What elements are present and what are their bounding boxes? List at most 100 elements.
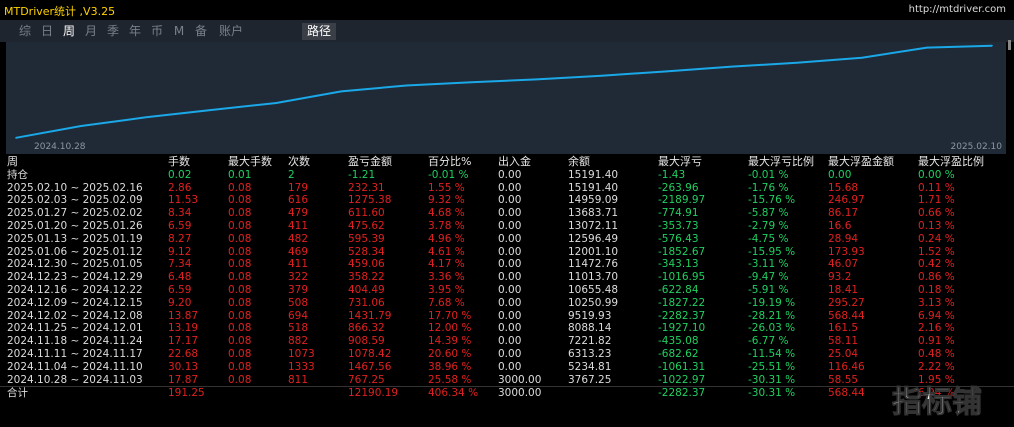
table-row[interactable]: 2024.10.28 ~ 2024.11.03 17.87 0.08 811 767.2… — [0, 374, 1014, 387]
cell-col-3: 322 — [288, 271, 309, 284]
cell-col-0: 2024.12.09 ~ 2024.12.15 — [7, 296, 143, 309]
table-row[interactable]: 2024.11.25 ~ 2024.12.01 13.19 0.08 518 866.3… — [0, 322, 1014, 335]
cell-col-10: 18.41 — [828, 284, 859, 296]
cell-col-4: 866.32 — [348, 322, 385, 335]
cell-col-9: -25.51 % — [748, 360, 796, 373]
cell-col-3: 411 — [288, 258, 309, 271]
cell-col-6: 0.00 — [498, 220, 522, 232]
tab-4[interactable]: 季 — [106, 24, 119, 38]
tab-2[interactable]: 周 — [62, 24, 75, 38]
cell-col-11: 3.13 % — [918, 296, 955, 309]
tab-1[interactable]: 日 — [40, 24, 53, 38]
tab-5[interactable]: 年 — [128, 24, 141, 38]
cell-col-2: 0.08 — [228, 322, 252, 335]
cell-col-10: 116.46 — [828, 360, 865, 373]
cell-col-9: 最大浮亏比例 — [748, 155, 814, 168]
tab-9[interactable]: 账户 — [218, 24, 243, 38]
cell-col-1: 8.27 — [168, 232, 192, 245]
website-link[interactable]: http://mtdriver.com — [908, 4, 1006, 15]
balance-point-9 — [600, 74, 603, 77]
cell-col-6: 0.00 — [498, 322, 522, 335]
holding-row[interactable]: 持仓 0.02 0.01 2 -1.21 -0.01 % 0.00 15191.40 -1.43… — [0, 169, 1014, 182]
tab-0[interactable]: 综 — [18, 24, 31, 38]
cell-col-6: 0.00 — [498, 348, 522, 360]
tab-7[interactable]: M — [173, 24, 185, 38]
cell-col-1: 17.87 — [168, 373, 199, 386]
cell-col-8: 最大浮亏 — [658, 155, 702, 168]
cell-col-4: 404.49 — [348, 284, 385, 296]
chart-end-date: 2025.02.10 — [950, 142, 1002, 152]
balance-point-1 — [80, 125, 82, 127]
table-row[interactable]: 2025.01.27 ~ 2025.02.02 8.34 0.08 479 611.60… — [0, 207, 1014, 220]
tab-6[interactable]: 币 — [150, 24, 163, 38]
table-row[interactable]: 2024.12.23 ~ 2024.12.29 6.48 0.08 322 358.22… — [0, 271, 1014, 284]
cell-col-2: 最大手数 — [228, 155, 272, 168]
cell-col-4: 595.39 — [348, 232, 385, 245]
cell-col-8: -1.43 — [658, 168, 686, 181]
chart-start-date: 2024.10.28 — [34, 142, 86, 152]
cell-col-10: 568.44 — [828, 309, 865, 322]
cell-col-11: 最大浮盈比例 — [918, 155, 984, 168]
cell-col-5: 4.61 % — [428, 245, 465, 258]
table-row[interactable]: 2024.12.02 ~ 2024.12.08 13.87 0.08 694 1431.… — [0, 310, 1014, 323]
cell-col-10: 161.5 — [828, 322, 859, 335]
table-row[interactable]: 2025.01.06 ~ 2025.01.12 9.12 0.08 469 528.34… — [0, 246, 1014, 259]
cell-col-11: 0.42 % — [918, 258, 955, 271]
cell-col-7: 余额 — [568, 155, 590, 168]
cell-col-8: -1022.97 — [658, 373, 706, 386]
cell-col-2: 0.08 — [228, 360, 252, 373]
cell-col-8: -576.43 — [658, 232, 699, 245]
scroll-handle[interactable] — [1008, 40, 1011, 50]
cell-col-10: 246.97 — [828, 194, 865, 207]
cell-col-2: 0.08 — [228, 309, 252, 322]
cell-col-6: 0.00 — [498, 245, 522, 258]
cell-col-2: 0.08 — [228, 194, 252, 207]
table-row[interactable]: 2025.02.03 ~ 2025.02.09 11.53 0.08 616 1275.… — [0, 194, 1014, 207]
cell-col-5: 7.68 % — [428, 296, 465, 309]
cell-col-6: 0.00 — [498, 207, 522, 220]
table-row[interactable]: 2024.12.09 ~ 2024.12.15 9.20 0.08 508 731.06… — [0, 297, 1014, 310]
tab-3[interactable]: 月 — [84, 24, 97, 38]
cell-col-11: 1.95 % — [918, 373, 955, 386]
cell-col-6: 0.00 — [498, 232, 522, 245]
cell-col-5: 1.55 % — [428, 181, 465, 194]
cell-col-7: 7221.82 — [568, 335, 612, 348]
cell-col-5: 38.96 % — [428, 360, 472, 373]
cell-col-7: 10655.48 — [568, 284, 619, 296]
balance-point-6 — [405, 84, 408, 87]
table-row[interactable]: 2024.11.04 ~ 2024.11.10 30.13 0.08 1333 1467… — [0, 361, 1014, 374]
path-button[interactable]: 路径 — [302, 23, 336, 40]
table-row[interactable]: 2024.11.18 ~ 2024.11.24 17.17 0.08 882 908.5… — [0, 335, 1014, 348]
cell-col-1: 0.02 — [168, 168, 192, 181]
cell-col-0: 周 — [7, 155, 18, 168]
table-header[interactable]: 周 手数 最大手数 次数 盈亏金额 百分比% 出入金 余额 最大浮亏 最大浮亏比例 最大浮盈金额 最大… — [0, 155, 1014, 169]
cell-col-1: 9.20 — [168, 296, 192, 309]
cell-col-0: 2024.11.18 ~ 2024.11.24 — [7, 335, 143, 348]
cell-col-4: 1078.42 — [348, 348, 392, 360]
tab-8[interactable]: 备 — [194, 24, 207, 38]
cell-col-10: 0.00 — [828, 168, 852, 181]
table-row[interactable]: 2024.12.30 ~ 2025.01.05 7.34 0.08 411 459.06… — [0, 258, 1014, 271]
table-row[interactable]: 2024.11.11 ~ 2024.11.17 22.68 0.08 1073 1078… — [0, 348, 1014, 361]
balance-series-line — [15, 44, 993, 139]
table-row[interactable]: 2025.02.10 ~ 2025.02.16 2.86 0.08 179 232.31… — [0, 182, 1014, 195]
cell-col-11: 0.11 % — [918, 181, 955, 194]
cell-col-0: 2024.12.16 ~ 2024.12.22 — [7, 284, 143, 296]
cell-col-10: 28.94 — [828, 232, 859, 245]
cell-col-9: -11.54 % — [748, 348, 796, 360]
cell-col-11: 0.13 % — [918, 220, 955, 232]
cell-col-7: 13683.71 — [568, 207, 619, 220]
balance-point-12 — [796, 61, 798, 64]
cell-col-8: -2282.37 — [658, 387, 706, 400]
cell-col-6: 0.00 — [498, 309, 522, 322]
cell-col-3: 1073 — [288, 348, 315, 360]
table-row[interactable]: 2025.01.20 ~ 2025.01.26 6.59 0.08 411 475.62… — [0, 220, 1014, 233]
table-row[interactable]: 2024.12.16 ~ 2024.12.22 6.59 0.08 379 404.49… — [0, 284, 1014, 297]
cell-col-4: 232.31 — [348, 181, 385, 194]
table-row[interactable]: 2025.01.13 ~ 2025.01.19 8.27 0.08 482 595.39… — [0, 233, 1014, 246]
cell-col-1: 13.87 — [168, 309, 199, 322]
cell-col-1: 8.34 — [168, 207, 192, 220]
cell-col-11: 0.18 % — [918, 284, 955, 296]
total-row[interactable]: 合计 191.25 12190.19 406.34 % 3000.00 -2282.37 -… — [0, 386, 1014, 400]
balance-point-15 — [991, 44, 993, 47]
